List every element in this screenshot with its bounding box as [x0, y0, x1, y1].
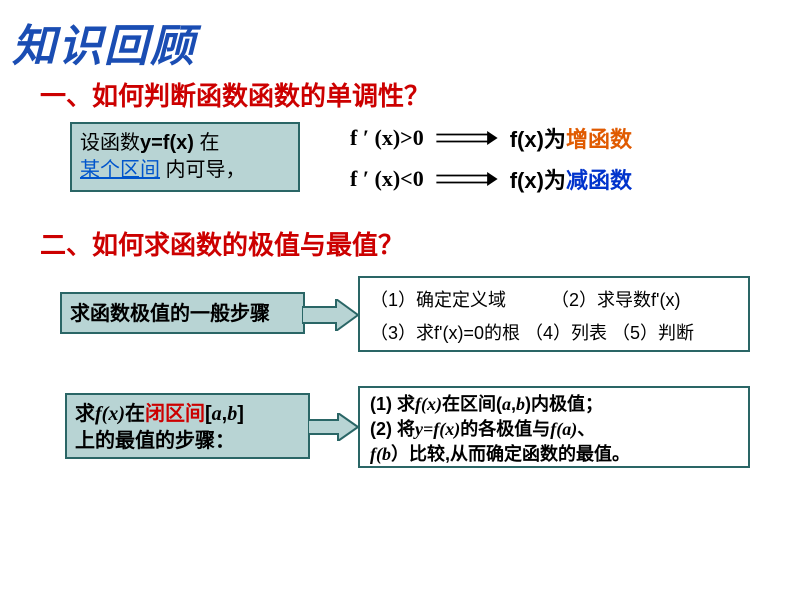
- cond-gt: f ′ (x)>0: [350, 125, 424, 151]
- result-dec: f(x)为减函数: [510, 163, 632, 195]
- b3-p2: 在: [125, 403, 145, 425]
- box1-suffix: 内可导，: [160, 159, 246, 181]
- b3r-l3b: ）比较,从而确定函数的最值。: [391, 444, 630, 464]
- b3-b: b: [227, 403, 237, 425]
- question-one: 一、如何判断函数函数的单调性？: [40, 76, 430, 113]
- maxmin-steps-box: 求f(x)在闭区间[a,b]上的最值的步骤：: [65, 393, 310, 459]
- arrow-long-icon: [432, 172, 502, 186]
- b3r-l3a: f(b: [370, 444, 391, 464]
- page-title: 知识回顾: [12, 10, 196, 74]
- b3-fx: f(x): [95, 403, 125, 425]
- b3r-l2c: 的各极值与: [460, 419, 550, 439]
- question-two: 二、如何求函数的极值与最值？: [40, 225, 404, 262]
- box1-mid: 在: [194, 132, 220, 154]
- b3r-l2d: f(a): [550, 419, 577, 439]
- b3r-l1c: 在区间(: [442, 394, 502, 414]
- result-inc: f(x)为增函数: [510, 122, 632, 154]
- wei-label: 为: [544, 168, 566, 193]
- b3r-l1g: )内极值；: [525, 394, 603, 414]
- cond-lt: f ′ (x)<0: [350, 166, 424, 192]
- box1-yfx: y=f(x): [140, 132, 194, 154]
- box1-prefix: 设函数: [80, 132, 140, 154]
- b3r-l2b: y=f(x): [415, 419, 460, 439]
- b3-br2: ]: [237, 403, 244, 425]
- arrow-long-icon: [432, 131, 502, 145]
- b3r-l2e: 、: [577, 419, 595, 439]
- b3-p3: 上的最值的步骤：: [75, 430, 235, 452]
- steps-line2: （3）求f'(x)=0的根 （4）列表 （5）判断: [370, 323, 694, 343]
- arrow2-icon: [302, 299, 358, 331]
- steps-line1a: （1）确定定义域: [370, 290, 506, 310]
- arrow3-icon: [308, 413, 358, 441]
- steps-line1b: （2）求导数f'(x): [551, 290, 680, 310]
- box1-interval: 某个区间: [80, 159, 160, 181]
- dec-label: 减函数: [566, 168, 632, 193]
- b3r-l2a: (2) 将: [370, 419, 415, 439]
- condition-row-lt: f ′ (x)<0 f(x)为减函数: [350, 163, 632, 195]
- b3-a: a: [212, 403, 222, 425]
- fx-label: f(x): [510, 168, 544, 193]
- premise-box: 设函数y=f(x) 在 某个区间 内可导，: [70, 122, 300, 192]
- condition-row-gt: f ′ (x)>0 f(x)为增函数: [350, 122, 632, 154]
- b3r-l1a: (1) 求: [370, 394, 415, 414]
- inc-label: 增函数: [566, 127, 632, 152]
- extremum-steps-box: 求函数极值的一般步骤: [60, 292, 305, 334]
- fx-label: f(x): [510, 127, 544, 152]
- b3r-l1d: a: [502, 394, 511, 414]
- b3-p1: 求: [75, 403, 95, 425]
- extremum-steps-detail: （1）确定定义域 （2）求导数f'(x) （3）求f'(x)=0的根 （4）列表…: [358, 276, 750, 352]
- b3-closed: 闭区间: [145, 403, 205, 425]
- b3-br1: [: [205, 403, 212, 425]
- wei-label: 为: [544, 127, 566, 152]
- maxmin-steps-detail: (1) 求f(x)在区间(a,b)内极值； (2) 将y=f(x)的各极值与f(…: [358, 386, 750, 468]
- b3r-l1f: b: [516, 394, 525, 414]
- b3r-l1b: f(x): [415, 394, 442, 414]
